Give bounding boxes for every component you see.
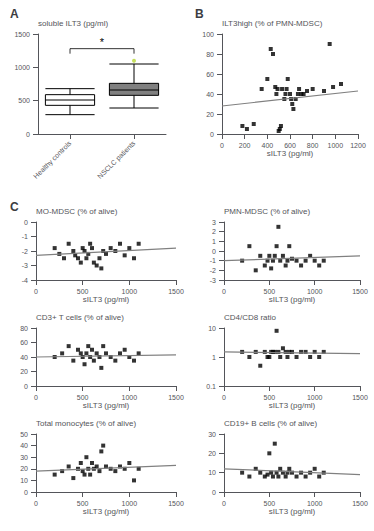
svg-text:sILT3 (pg/ml): sILT3 (pg/ml) bbox=[269, 295, 316, 304]
svg-text:-2: -2 bbox=[210, 267, 216, 274]
svg-text:0: 0 bbox=[26, 131, 30, 138]
svg-text:CD4/CD8 ratio: CD4/CD8 ratio bbox=[224, 313, 277, 322]
svg-text:1500: 1500 bbox=[352, 288, 368, 295]
svg-text:sILT3 (pg/ml): sILT3 (pg/ml) bbox=[269, 507, 316, 516]
svg-text:ILT3high (% of PMN-MDSC): ILT3high (% of PMN-MDSC) bbox=[222, 19, 323, 28]
svg-text:1500: 1500 bbox=[352, 394, 368, 401]
svg-text:sILT3 (pg/ml): sILT3 (pg/ml) bbox=[83, 401, 130, 410]
svg-text:30: 30 bbox=[20, 454, 28, 461]
svg-text:20: 20 bbox=[20, 368, 28, 375]
svg-text:1: 1 bbox=[212, 238, 216, 245]
svg-text:MO-MDSC (% of alive): MO-MDSC (% of alive) bbox=[36, 207, 118, 216]
svg-text:500: 500 bbox=[77, 394, 89, 401]
svg-text:1000: 1000 bbox=[307, 288, 323, 295]
svg-text:CD19+ B cells (% of alive): CD19+ B cells (% of alive) bbox=[224, 419, 317, 428]
svg-text:-3: -3 bbox=[22, 262, 28, 269]
svg-text:0: 0 bbox=[210, 131, 214, 138]
svg-text:0: 0 bbox=[212, 489, 216, 496]
svg-text:500: 500 bbox=[77, 500, 89, 507]
svg-text:0: 0 bbox=[34, 500, 38, 507]
svg-text:500: 500 bbox=[263, 500, 275, 507]
svg-text:1200: 1200 bbox=[350, 142, 366, 149]
svg-text:-1: -1 bbox=[210, 257, 216, 264]
svg-text:1000: 1000 bbox=[122, 500, 138, 507]
svg-text:200: 200 bbox=[239, 142, 251, 149]
svg-text:1500: 1500 bbox=[168, 500, 184, 507]
svg-text:1000: 1000 bbox=[307, 394, 323, 401]
svg-text:CD3+ T cells (% of alive): CD3+ T cells (% of alive) bbox=[36, 313, 124, 322]
svg-text:30: 30 bbox=[208, 431, 216, 438]
svg-text:sILT3 (pg/ml): sILT3 (pg/ml) bbox=[83, 507, 130, 516]
svg-text:0: 0 bbox=[212, 248, 216, 255]
svg-text:10: 10 bbox=[208, 325, 216, 332]
svg-text:sILT3 (pg/ml): sILT3 (pg/ml) bbox=[267, 149, 314, 158]
svg-text:1000: 1000 bbox=[328, 142, 344, 149]
svg-text:B: B bbox=[195, 7, 204, 21]
svg-text:Total monocytes (% of alive): Total monocytes (% of alive) bbox=[36, 419, 136, 428]
svg-text:0: 0 bbox=[34, 394, 38, 401]
svg-text:60: 60 bbox=[206, 71, 214, 78]
svg-text:40: 40 bbox=[20, 442, 28, 449]
svg-text:20: 20 bbox=[20, 465, 28, 472]
svg-text:10: 10 bbox=[208, 469, 216, 476]
svg-text:3: 3 bbox=[212, 219, 216, 226]
svg-text:1: 1 bbox=[212, 354, 216, 361]
svg-text:Healthy controls: Healthy controls bbox=[32, 139, 73, 180]
svg-text:1500: 1500 bbox=[352, 500, 368, 507]
svg-text:1500: 1500 bbox=[168, 288, 184, 295]
svg-text:C: C bbox=[10, 200, 19, 214]
svg-text:0: 0 bbox=[24, 383, 28, 390]
svg-text:*: * bbox=[100, 36, 105, 48]
svg-text:80: 80 bbox=[20, 325, 28, 332]
svg-text:-4: -4 bbox=[22, 277, 28, 284]
svg-text:0: 0 bbox=[222, 288, 226, 295]
svg-text:-2: -2 bbox=[22, 248, 28, 255]
svg-text:500: 500 bbox=[18, 97, 30, 104]
svg-text:500: 500 bbox=[263, 394, 275, 401]
svg-text:1000: 1000 bbox=[14, 64, 30, 71]
svg-text:1500: 1500 bbox=[14, 31, 30, 38]
svg-text:-3: -3 bbox=[210, 277, 216, 284]
svg-text:40: 40 bbox=[20, 354, 28, 361]
svg-text:80: 80 bbox=[206, 51, 214, 58]
svg-text:500: 500 bbox=[263, 288, 275, 295]
svg-text:100: 100 bbox=[202, 31, 214, 38]
svg-text:1500: 1500 bbox=[168, 394, 184, 401]
svg-text:soluble ILT3 (pg/ml): soluble ILT3 (pg/ml) bbox=[38, 19, 108, 28]
svg-text:10: 10 bbox=[20, 477, 28, 484]
svg-text:0: 0 bbox=[34, 288, 38, 295]
svg-text:1000: 1000 bbox=[122, 394, 138, 401]
svg-text:PMN-MDSC (% of alive): PMN-MDSC (% of alive) bbox=[224, 207, 311, 216]
svg-text:800: 800 bbox=[307, 142, 319, 149]
svg-text:1000: 1000 bbox=[307, 500, 323, 507]
svg-text:0: 0 bbox=[220, 142, 224, 149]
svg-text:-1: -1 bbox=[22, 233, 28, 240]
svg-text:600: 600 bbox=[284, 142, 296, 149]
svg-text:2: 2 bbox=[212, 228, 216, 235]
svg-text:A: A bbox=[10, 7, 19, 21]
svg-text:40: 40 bbox=[206, 91, 214, 98]
svg-text:0: 0 bbox=[222, 394, 226, 401]
svg-text:500: 500 bbox=[77, 288, 89, 295]
svg-text:0: 0 bbox=[222, 500, 226, 507]
svg-text:1000: 1000 bbox=[122, 288, 138, 295]
svg-text:400: 400 bbox=[261, 142, 273, 149]
svg-text:0.1: 0.1 bbox=[206, 383, 216, 390]
svg-text:sILT3 (pg/ml): sILT3 (pg/ml) bbox=[269, 401, 316, 410]
svg-text:0: 0 bbox=[24, 219, 28, 226]
svg-text:sILT3 (pg/ml): sILT3 (pg/ml) bbox=[83, 295, 130, 304]
svg-text:60: 60 bbox=[20, 339, 28, 346]
svg-text:20: 20 bbox=[208, 450, 216, 457]
svg-text:0: 0 bbox=[24, 489, 28, 496]
svg-text:NSCLC patients: NSCLC patients bbox=[96, 139, 137, 180]
svg-text:50: 50 bbox=[20, 431, 28, 438]
svg-text:20: 20 bbox=[206, 111, 214, 118]
